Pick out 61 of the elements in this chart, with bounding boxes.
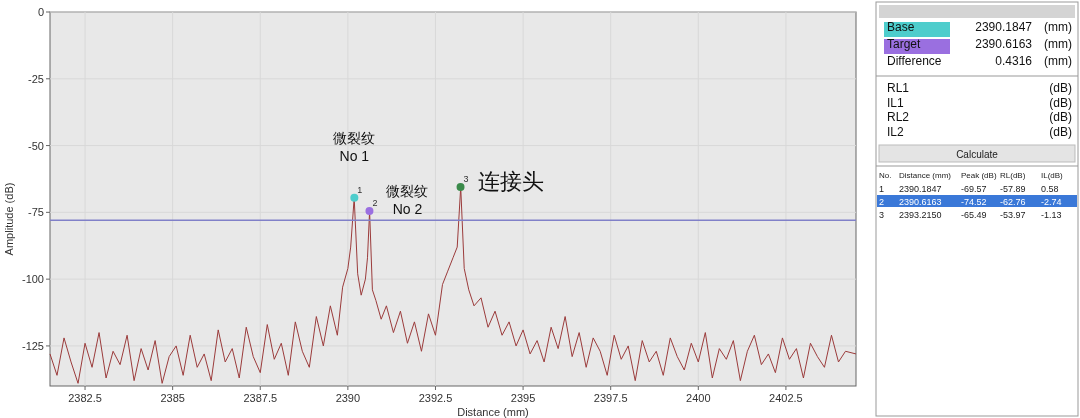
text: Calculate: [956, 149, 999, 160]
text: -62.76: [1000, 197, 1026, 207]
text: IL1: [887, 96, 905, 110]
text: 2390.1847: [899, 184, 942, 194]
x-axis-title: Distance (mm): [457, 406, 529, 418]
text: -74.52: [961, 197, 987, 207]
text: IL(dB): [1041, 171, 1064, 180]
text: -2.74: [1041, 197, 1062, 207]
text: -65.49: [961, 210, 987, 220]
text: RL2: [887, 110, 910, 124]
annotation: 连接头: [477, 168, 544, 194]
text: IL2: [887, 125, 905, 139]
text: 2390.6163: [975, 37, 1033, 51]
text: Peak (dB): [961, 171, 997, 180]
x-tick-label: 2385: [160, 392, 185, 404]
y-tick-label: -125: [21, 339, 44, 352]
text: 1: [879, 184, 885, 194]
y-tick-label: -100: [21, 273, 44, 286]
y-tick-label: 0: [37, 6, 44, 18]
text: 0.58: [1041, 184, 1059, 194]
text: RL(dB): [1000, 171, 1026, 180]
x-tick-label: 2400: [686, 392, 711, 404]
y-tick-label: -50: [28, 139, 44, 152]
y-tick-label: -75: [28, 206, 44, 219]
x-tick-label: 2382.5: [68, 392, 102, 404]
annotation: 1: [357, 184, 363, 195]
x-tick-label: 2402.5: [769, 392, 803, 404]
text: RL1: [887, 81, 910, 95]
text: (dB): [1049, 81, 1072, 95]
x-tick-label: 2392.5: [418, 392, 453, 404]
annotation: 3: [463, 173, 469, 184]
text: -1.13: [1041, 210, 1062, 220]
text: Difference: [887, 54, 942, 68]
text: -57.89: [1000, 184, 1026, 194]
text: -69.57: [961, 184, 987, 194]
text: 3: [879, 210, 885, 220]
x-tick-label: 2395: [510, 392, 536, 404]
text: (mm): [1044, 54, 1072, 68]
text: 0.4316: [995, 54, 1033, 68]
annotation: 微裂纹 No 1: [333, 129, 376, 164]
y-tick-label: -25: [28, 72, 44, 85]
text: (dB): [1049, 96, 1072, 110]
annotation: 2: [372, 198, 378, 209]
text: 2: [879, 197, 885, 207]
annotation: 微裂纹 No 2: [386, 183, 429, 218]
x-tick-label: 2390: [335, 392, 361, 404]
text: (mm): [1044, 20, 1072, 34]
y-axis-title: Amplitude (dB): [3, 182, 15, 256]
text: 2393.2150: [899, 210, 942, 220]
text: 2390.6163: [899, 197, 942, 207]
text: No.: [879, 171, 892, 180]
text: Base: [887, 20, 915, 34]
x-tick-label: 2397.5: [593, 392, 628, 404]
x-tick-label: 2387.5: [243, 392, 278, 404]
text: Target: [887, 37, 922, 51]
text: Distance (mm): [899, 171, 952, 180]
text: (mm): [1044, 37, 1072, 51]
text: (dB): [1049, 125, 1072, 139]
text: (dB): [1049, 110, 1072, 124]
text: -53.97: [1000, 210, 1026, 220]
text: 2390.1847: [975, 20, 1033, 34]
